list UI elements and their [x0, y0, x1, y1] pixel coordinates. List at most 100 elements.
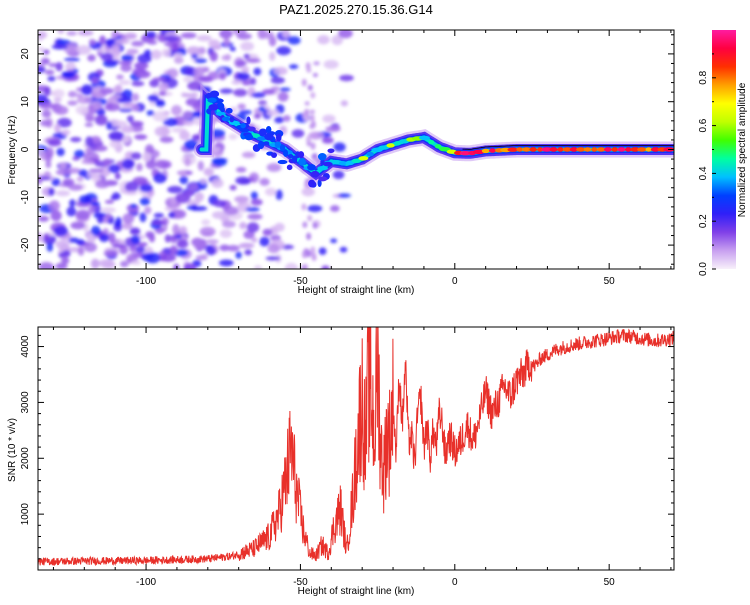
noise-blob: [51, 44, 68, 50]
figure-title: PAZ1.2025.270.15.36.G14: [279, 2, 433, 17]
noise-blob: [152, 111, 169, 122]
noise-blob: [68, 237, 79, 243]
ridge-cluster: [283, 149, 289, 157]
noise-blob: [243, 230, 255, 240]
noise-blob: [184, 157, 191, 167]
noise-blob: [38, 215, 50, 222]
noise-blob: [312, 132, 318, 140]
noise-blob: [55, 262, 68, 269]
noise-blob: [186, 199, 201, 206]
y-tick-label: 10: [20, 96, 31, 108]
noise-blob: [259, 178, 270, 186]
noise-blob: [96, 212, 104, 224]
noise-blob: [325, 125, 341, 133]
noise-blob: [305, 62, 311, 71]
noise-blob: [243, 53, 250, 60]
noise-blob: [114, 84, 123, 94]
noise-blob: [170, 235, 178, 244]
snr-ylabel: SNR (10 * v/v): [7, 418, 18, 482]
noise-blob: [247, 213, 263, 220]
noise-blob: [244, 249, 253, 256]
noise-blob: [184, 190, 195, 196]
noise-blob: [318, 247, 327, 256]
noise-blob: [69, 136, 82, 143]
x-tick-label: 50: [604, 276, 616, 287]
noise-blob: [266, 109, 280, 117]
noise-blob: [158, 91, 167, 96]
noise-blob: [338, 30, 353, 39]
noise-blob: [229, 46, 236, 52]
ridge-hotspot: [521, 147, 531, 152]
noise-blob: [218, 72, 227, 81]
noise-blob: [48, 63, 58, 68]
noise-blob: [258, 106, 266, 112]
ridge-hotspot: [351, 158, 362, 163]
y-tick-label: 0: [20, 146, 31, 152]
ridge-hotspot: [481, 148, 490, 154]
y-tick-label: -20: [20, 237, 31, 252]
noise-blob: [329, 205, 340, 212]
noise-blob: [151, 220, 167, 226]
noise-blob: [88, 39, 96, 46]
ridge-hotspot: [603, 147, 612, 152]
noise-blob: [44, 69, 55, 75]
noise-blob: [101, 207, 116, 213]
noise-blob: [118, 79, 131, 86]
noise-blob: [117, 97, 133, 104]
x-tick-label: 50: [604, 577, 616, 588]
noise-blob: [235, 166, 247, 173]
noise-blob: [76, 96, 93, 104]
noise-blob: [126, 115, 134, 123]
noise-blob: [85, 147, 93, 154]
ridge-cluster: [240, 123, 246, 129]
y-tick-label: 2000: [20, 447, 31, 470]
noise-blob: [213, 199, 227, 208]
noise-blob: [268, 36, 277, 47]
noise-blob: [173, 52, 183, 58]
noise-blob: [151, 49, 162, 60]
noise-blob: [222, 220, 236, 228]
noise-blob: [173, 263, 180, 269]
noise-blob: [158, 82, 169, 92]
noise-blob: [93, 145, 108, 152]
noise-blob: [119, 260, 129, 268]
noise-blob: [103, 249, 119, 257]
noise-blob: [241, 66, 250, 74]
noise-blob: [160, 253, 176, 262]
noise-blob: [111, 43, 121, 54]
ridge-edge-line: [462, 145, 674, 150]
noise-blob: [241, 80, 252, 86]
ridge-cluster: [229, 116, 235, 123]
colorbar-tick-label: 0.4: [698, 166, 709, 180]
noise-blob: [78, 169, 88, 178]
ridge-hotspot: [317, 165, 329, 171]
ridge-cluster: [210, 110, 215, 115]
noise-blob: [55, 39, 71, 45]
noise-blob: [262, 228, 273, 236]
noise-blob: [41, 109, 52, 118]
ridge-hotspot: [428, 139, 435, 145]
noise-blob: [246, 222, 260, 233]
noise-blob: [40, 119, 52, 127]
snr-xlabel: Height of straight line (km): [298, 586, 415, 597]
ridge-cluster: [270, 152, 278, 158]
noise-blob: [211, 178, 224, 189]
ridge-cluster: [327, 148, 335, 154]
noise-blob: [287, 36, 301, 45]
ridge-cluster: [221, 116, 230, 122]
noise-blob: [194, 58, 207, 64]
ridge-cluster: [274, 141, 282, 148]
noise-blob: [43, 233, 50, 241]
noise-blob: [104, 103, 121, 112]
noise-blob: [100, 52, 114, 62]
noise-blob: [193, 67, 205, 77]
noise-blob: [139, 197, 151, 206]
noise-blob: [142, 151, 152, 162]
noise-blob: [172, 224, 180, 235]
y-tick-label: 4000: [20, 335, 31, 358]
noise-blob: [239, 109, 252, 115]
noise-blob: [259, 236, 270, 247]
ridge-hotspot: [630, 147, 641, 152]
noise-blob: [317, 34, 330, 45]
noise-blob: [132, 93, 140, 102]
